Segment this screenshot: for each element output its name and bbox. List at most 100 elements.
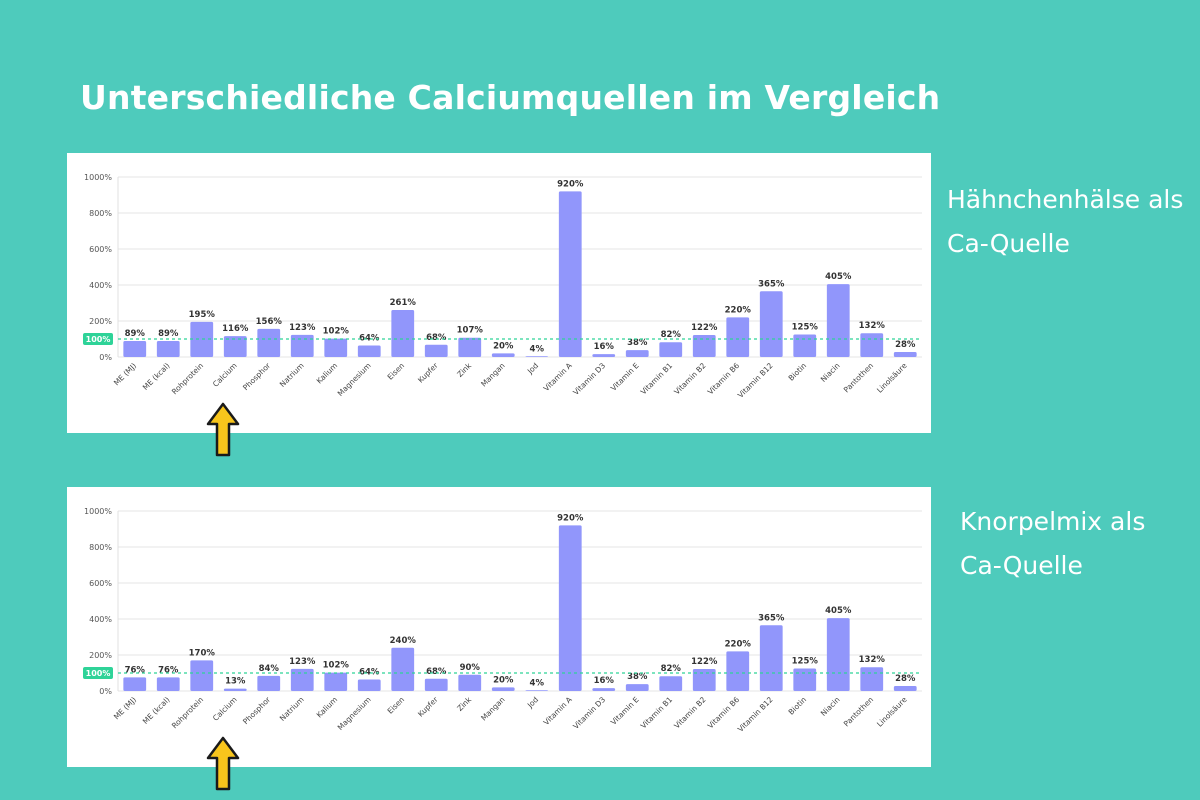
bar-value-label: 13% — [225, 677, 246, 687]
x-tick-label: Rohprotein — [170, 361, 205, 396]
bar-value-label: 405% — [825, 272, 852, 282]
x-tick-label: ME (kcal) — [141, 361, 172, 392]
bar — [793, 668, 817, 691]
y-tick-label: 1000% — [84, 173, 112, 182]
x-tick-label: Vitamin B6 — [706, 361, 742, 397]
bar — [324, 672, 348, 691]
caption-line-1: Knorpelmix als — [960, 507, 1146, 536]
x-tick-label: Natrium — [278, 695, 306, 723]
chart-caption-cartilage-mix: Knorpelmix als Ca-Quelle — [960, 500, 1145, 588]
bar-value-label: 125% — [792, 323, 819, 333]
bar-value-label: 170% — [189, 648, 216, 658]
bar-value-label: 38% — [627, 338, 648, 348]
bar — [156, 340, 180, 357]
bar-value-label: 16% — [594, 676, 615, 686]
bar-value-label: 68% — [426, 667, 447, 677]
reference-label: 100% — [86, 669, 111, 678]
bar-value-label: 16% — [594, 342, 615, 352]
bar-value-label: 4% — [530, 678, 545, 688]
arrow-up-icon — [206, 402, 240, 457]
chart-caption-chicken-necks: Hähnchenhälse als Ca-Quelle — [947, 178, 1183, 266]
bar-value-label: 28% — [895, 674, 916, 684]
bar-value-label: 102% — [323, 661, 350, 671]
x-tick-label: Biotin — [787, 361, 809, 383]
x-tick-label: Mangan — [479, 361, 507, 389]
x-tick-label: Zink — [455, 361, 473, 379]
bar-value-label: 4% — [530, 344, 545, 354]
y-tick-label: 400% — [89, 281, 112, 290]
bar — [759, 625, 783, 691]
chart-panel-cartilage-mix: 0% 200% 400% 600% 800% 1000% 76% ME (MJ) 76% ME (… — [67, 487, 931, 767]
bar-value-label: 195% — [189, 310, 216, 320]
bar-value-label: 220% — [725, 639, 752, 649]
reference-badge — [83, 333, 113, 345]
x-tick-label: Mangan — [479, 695, 507, 723]
y-tick-label: 800% — [89, 543, 112, 552]
bar-value-label: 76% — [125, 665, 146, 675]
x-tick-label: Biotin — [787, 695, 809, 717]
bar — [525, 356, 549, 357]
x-tick-label: Vitamin B12 — [736, 695, 775, 734]
y-tick-label: 400% — [89, 615, 112, 624]
y-tick-label: 600% — [89, 245, 112, 254]
bar-value-label: 82% — [661, 664, 682, 674]
bar — [625, 684, 649, 691]
bar — [257, 328, 281, 357]
x-tick-label: Linolsäure — [875, 361, 909, 395]
bar-value-label: 68% — [426, 333, 447, 343]
y-tick-label: 600% — [89, 579, 112, 588]
bar — [860, 333, 884, 357]
y-tick-label: 1000% — [84, 507, 112, 516]
x-tick-label: Vitamin A — [542, 360, 575, 393]
bar-value-label: 84% — [259, 664, 280, 674]
bar-value-label: 20% — [493, 675, 514, 685]
reference-badge — [83, 667, 113, 679]
bar — [156, 677, 180, 691]
chart-panel-chicken-necks: 0% 200% 400% 600% 800% 1000% 89% ME (MJ) 89% ME (… — [67, 153, 931, 433]
bar — [525, 690, 549, 691]
y-tick-label: 0% — [99, 353, 112, 362]
x-tick-label: Pantothen — [842, 695, 875, 728]
bar — [257, 675, 281, 691]
bar-value-label: 82% — [661, 330, 682, 340]
bar-value-label: 64% — [359, 333, 380, 343]
bar — [659, 676, 683, 691]
x-tick-label: Magnesium — [336, 361, 373, 398]
bar — [491, 687, 515, 691]
x-tick-label: Vitamin B1 — [639, 695, 675, 731]
bar-value-label: 123% — [289, 323, 316, 333]
bar-value-label: 122% — [691, 657, 718, 667]
x-tick-label: Magnesium — [336, 695, 373, 732]
x-tick-label: Vitamin E — [609, 695, 641, 727]
bar-value-label: 125% — [792, 657, 819, 667]
bar — [659, 342, 683, 357]
x-tick-label: Vitamin B2 — [672, 361, 708, 397]
bar — [726, 651, 750, 691]
bar — [826, 618, 850, 691]
x-tick-label: Kupfer — [416, 694, 440, 718]
x-tick-label: Vitamin D3 — [571, 361, 607, 397]
bar-value-label: 156% — [256, 317, 283, 327]
bar — [759, 291, 783, 357]
x-tick-label: Jod — [525, 695, 540, 710]
y-tick-label: 800% — [89, 209, 112, 218]
bar-value-label: 38% — [627, 672, 648, 682]
x-tick-label: ME (MJ) — [112, 361, 138, 387]
bar-value-label: 920% — [557, 513, 584, 523]
x-tick-label: Linolsäure — [875, 695, 909, 729]
bar — [290, 334, 314, 357]
bar — [190, 321, 214, 357]
x-tick-label: Vitamin B6 — [706, 695, 742, 731]
bar — [424, 678, 448, 691]
bar — [860, 667, 884, 691]
x-tick-label: Eisen — [386, 361, 407, 382]
x-tick-label: ME (kcal) — [141, 695, 172, 726]
reference-label: 100% — [86, 335, 111, 344]
bar — [826, 284, 850, 357]
page-title: Unterschiedliche Calciumquellen im Vergl… — [80, 78, 941, 117]
bar — [726, 317, 750, 357]
x-tick-label: Niacin — [819, 361, 842, 384]
x-tick-label: Rohprotein — [170, 695, 205, 730]
x-tick-label: Jod — [525, 361, 540, 376]
bar-value-label: 132% — [859, 655, 886, 665]
